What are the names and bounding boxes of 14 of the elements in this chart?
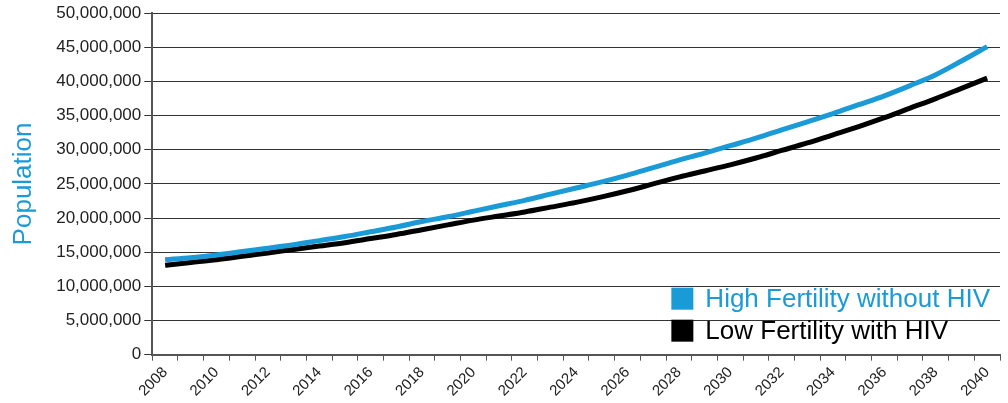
y-tick-label: 30,000,000 <box>56 139 142 159</box>
y-tick-label: 10,000,000 <box>56 276 142 296</box>
y-tick-label: 45,000,000 <box>56 37 142 57</box>
y-tick-label: 40,000,000 <box>56 71 142 91</box>
y-tick-label: 5,000,000 <box>65 310 142 330</box>
y-tick-label: 25,000,000 <box>56 173 142 193</box>
y-tick-label: 20,000,000 <box>56 207 142 227</box>
y-tick-label: 15,000,000 <box>56 241 142 261</box>
y-tick-label: 0 <box>131 344 142 364</box>
y-axis-title: Population <box>6 122 37 246</box>
legend-label: Low Fertility with HIV <box>705 314 949 345</box>
y-tick-label: 35,000,000 <box>56 105 142 125</box>
y-tick-label: 50,000,000 <box>56 2 142 22</box>
legend-label: High Fertility without HIV <box>705 282 991 313</box>
